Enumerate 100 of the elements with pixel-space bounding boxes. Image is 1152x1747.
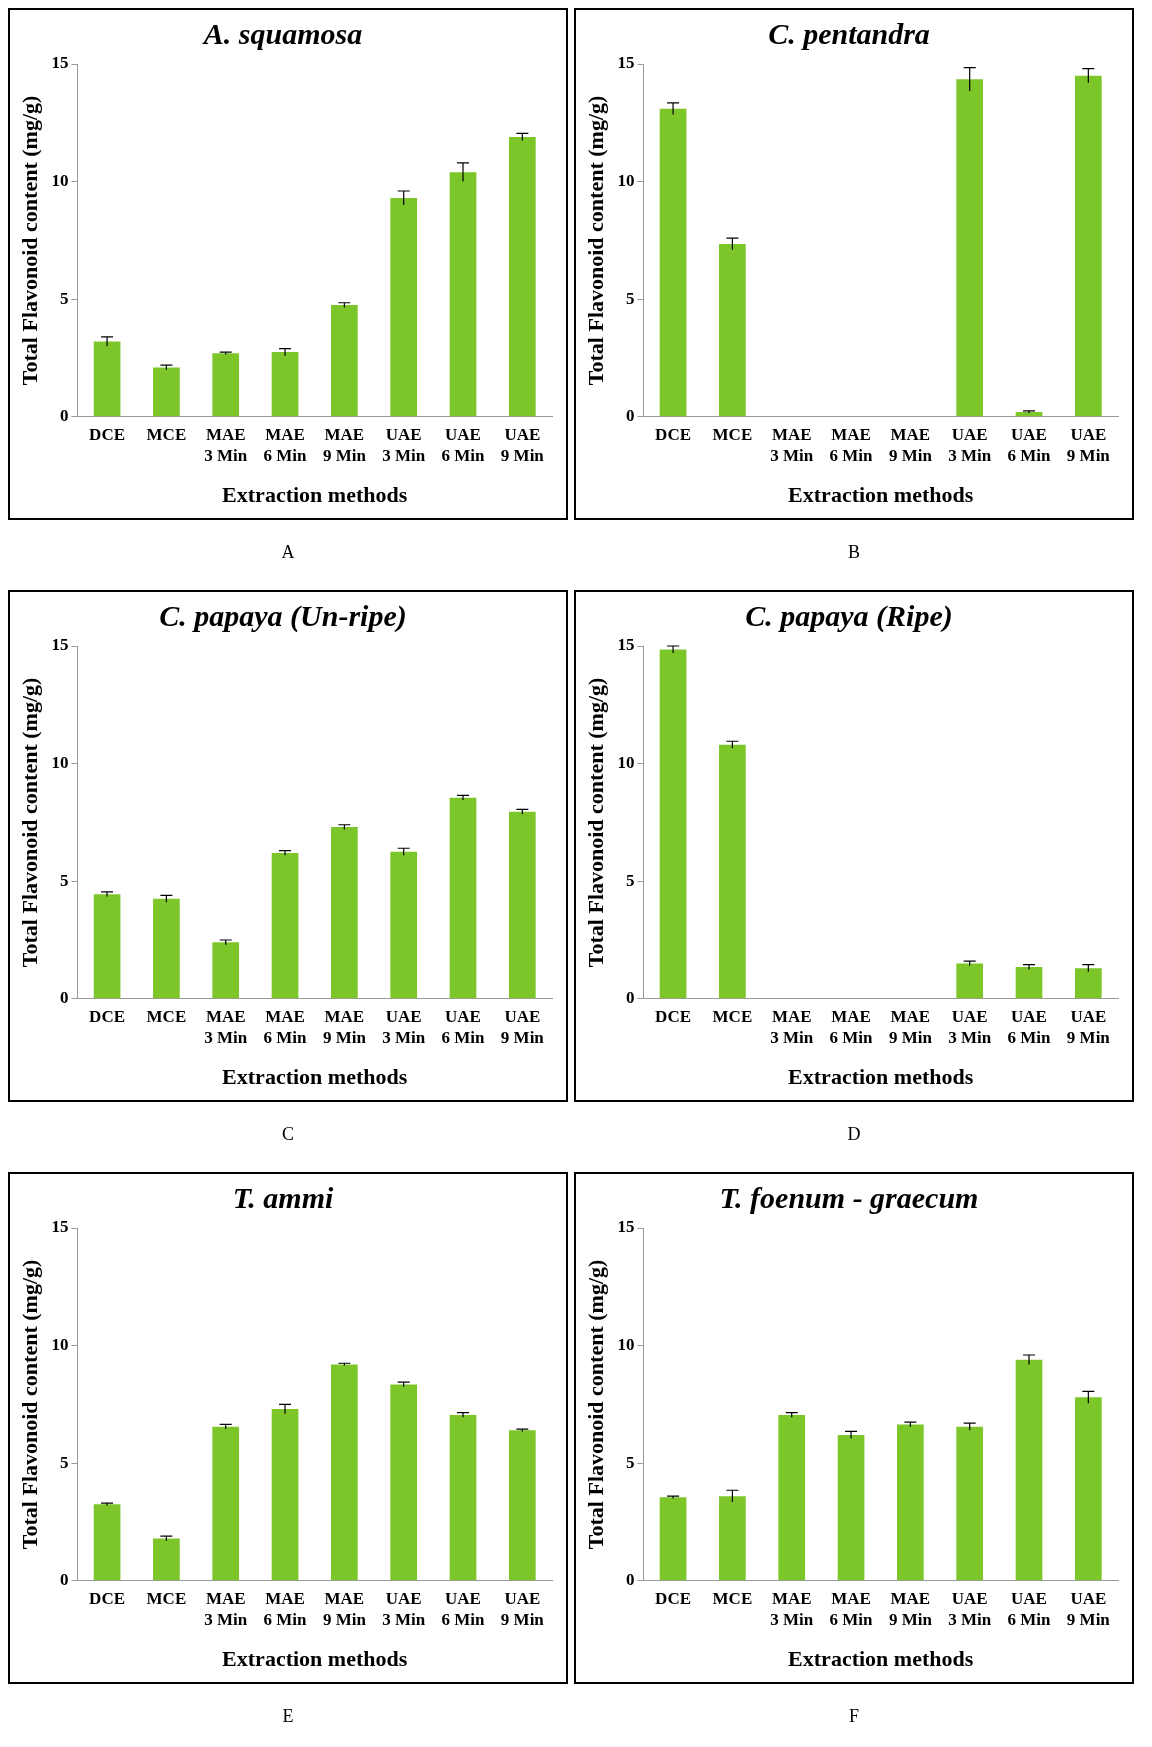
x-tick-label: MCE [146, 1007, 187, 1027]
y-tick-label: 15 [617, 635, 635, 655]
x-tick-label: MCE [712, 425, 753, 445]
bar [93, 341, 121, 417]
y-tick-label: 5 [625, 288, 635, 308]
bar [390, 198, 418, 417]
y-tick-label: 0 [625, 406, 635, 426]
chart-title: T. ammi [232, 1180, 334, 1214]
bar [508, 1430, 536, 1581]
x-tick-label: MCE [712, 1007, 753, 1027]
bar [1015, 967, 1043, 999]
bar [719, 243, 746, 417]
bar [449, 1414, 477, 1581]
x-axis-title: Extraction methods [788, 1646, 974, 1672]
x-tick-label: DCE [655, 1589, 692, 1609]
x-tick-label: MAE 9 Min [888, 425, 933, 465]
bar [449, 172, 477, 417]
y-tick-label: 5 [625, 1452, 635, 1472]
x-tick-label: UAE 9 Min [1066, 425, 1111, 465]
y-tick-label: 0 [625, 988, 635, 1008]
text: F [848, 1706, 860, 1728]
y-axis-title: Total Flavonoid content (mg/g) [582, 677, 608, 968]
y-axis-title: Total Flavonoid content (mg/g) [582, 1259, 608, 1550]
x-tick-label: MAE 6 Min [263, 1007, 308, 1047]
bar [897, 1424, 924, 1581]
bar [956, 1426, 984, 1581]
x-tick-label: DCE [89, 1589, 126, 1609]
x-axis-title: Extraction methods [222, 1064, 408, 1090]
y-tick-label: 5 [59, 288, 69, 308]
y-tick-label: 15 [617, 1217, 635, 1237]
bar [331, 1364, 358, 1581]
y-tick-label: 10 [51, 1334, 69, 1354]
x-tick-label: UAE 9 Min [1066, 1007, 1111, 1047]
bar [212, 1426, 240, 1581]
x-axis-title: Extraction methods [788, 1064, 974, 1090]
x-tick-label: MAE 3 Min [204, 425, 248, 465]
bar [390, 851, 418, 999]
x-tick-label: MAE 9 Min [322, 1589, 367, 1629]
bar [719, 1496, 746, 1581]
x-tick-label: DCE [89, 425, 126, 445]
y-tick-label: 15 [51, 53, 69, 73]
y-axis-title: Total Flavonoid content (mg/g) [16, 1259, 42, 1550]
x-tick-label: DCE [655, 425, 692, 445]
x-tick-label: UAE 3 Min [948, 425, 992, 465]
bar [449, 797, 477, 999]
x-tick-label: UAE 6 Min [1007, 425, 1052, 465]
y-tick-label: 5 [59, 870, 69, 890]
x-tick-label: UAE 6 Min [1007, 1589, 1052, 1629]
x-tick-label: UAE 9 Min [1066, 1589, 1111, 1629]
text: E [281, 1706, 295, 1728]
bar [93, 1504, 121, 1581]
chart-title: A. squamosa [201, 16, 363, 50]
x-tick-label: UAE 9 Min [500, 425, 545, 465]
x-axis-title: Extraction methods [222, 482, 408, 508]
y-tick-label: 0 [59, 406, 69, 426]
bar [331, 305, 358, 417]
bar [659, 108, 687, 417]
bar [271, 1409, 299, 1581]
y-tick-label: 15 [51, 635, 69, 655]
x-tick-label: MAE 6 Min [829, 1007, 874, 1047]
y-tick-label: 0 [59, 1570, 69, 1590]
bar [153, 1538, 180, 1581]
bar [1074, 968, 1102, 999]
bar [153, 367, 180, 417]
x-tick-label: MAE 9 Min [888, 1007, 933, 1047]
x-tick-label: UAE 6 Min [441, 1589, 486, 1629]
bar [271, 852, 299, 999]
bar [508, 136, 536, 417]
bar [212, 353, 240, 417]
chart-title: T. foenum - graecum [719, 1180, 979, 1214]
bar [778, 1414, 806, 1581]
text: B [847, 542, 861, 564]
y-tick-label: 10 [617, 752, 635, 772]
x-tick-label: UAE 6 Min [441, 425, 486, 465]
x-tick-label: UAE 9 Min [500, 1589, 545, 1629]
y-tick-label: 5 [59, 1452, 69, 1472]
x-tick-label: MAE 3 Min [204, 1589, 248, 1629]
y-tick-label: 0 [625, 1570, 635, 1590]
x-tick-label: MAE 6 Min [263, 425, 308, 465]
x-axis-title: Extraction methods [222, 1646, 408, 1672]
x-tick-label: DCE [655, 1007, 692, 1027]
x-tick-label: MAE 3 Min [770, 1589, 814, 1629]
text: D [846, 1124, 862, 1146]
chart-title: C. papaya (Un-ripe) [159, 598, 407, 633]
x-tick-label: MAE 3 Min [770, 1007, 814, 1047]
y-tick-label: 10 [51, 752, 69, 772]
text: A [280, 542, 296, 564]
bar [1015, 412, 1043, 417]
x-tick-label: UAE 3 Min [948, 1007, 992, 1047]
y-axis-title: Total Flavonoid content (mg/g) [16, 95, 42, 386]
bar [956, 79, 984, 417]
x-tick-label: UAE 6 Min [1007, 1007, 1052, 1047]
bar [271, 352, 299, 417]
x-tick-label: DCE [89, 1007, 126, 1027]
x-tick-label: MAE 6 Min [829, 425, 874, 465]
x-tick-label: MAE 6 Min [829, 1589, 874, 1629]
bar [93, 894, 121, 999]
bar [390, 1384, 418, 1581]
x-tick-label: UAE 3 Min [382, 425, 426, 465]
chart-title: C. papaya (Ripe) [745, 598, 953, 633]
